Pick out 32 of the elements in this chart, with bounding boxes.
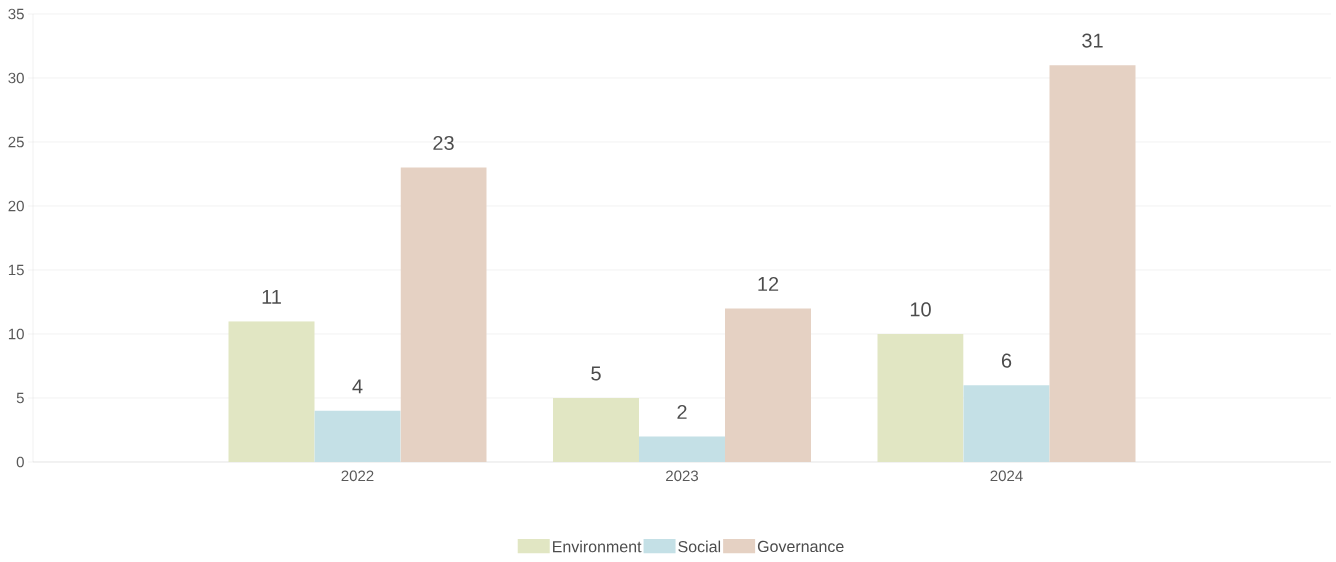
y-tick-label: 0 <box>16 456 24 468</box>
y-tick-label: 35 <box>8 8 24 20</box>
bar <box>314 410 401 462</box>
bar <box>963 385 1050 462</box>
bar <box>228 321 315 462</box>
y-tick-label: 25 <box>8 136 24 148</box>
y-tick-label: 15 <box>8 264 24 276</box>
data-label: 23 <box>433 135 454 151</box>
data-label: 31 <box>1082 33 1103 48</box>
data-label: 5 <box>591 366 601 381</box>
data-label: 2 <box>677 404 687 419</box>
x-tick-label: 2023 <box>666 470 699 482</box>
bar <box>877 334 964 462</box>
y-tick-label: 5 <box>16 392 24 404</box>
y-tick-label: 10 <box>8 328 24 340</box>
legend-label: Social <box>678 540 721 553</box>
legend-label: Governance <box>757 540 844 553</box>
data-label: 4 <box>352 379 363 394</box>
bar <box>400 167 487 462</box>
bar <box>1049 65 1136 462</box>
legend-label: Environment <box>553 540 642 553</box>
bar <box>639 436 726 462</box>
y-tick-label: 30 <box>8 72 24 84</box>
bar <box>553 398 640 462</box>
data-label: 11 <box>262 289 281 304</box>
y-tick-label: 20 <box>8 200 24 212</box>
x-tick-label: 2022 <box>341 470 374 482</box>
bar <box>725 308 812 462</box>
data-label: 10 <box>910 302 931 317</box>
data-label: 12 <box>758 276 779 291</box>
x-tick-label: 2024 <box>990 470 1023 482</box>
data-label: 6 <box>1001 353 1012 368</box>
